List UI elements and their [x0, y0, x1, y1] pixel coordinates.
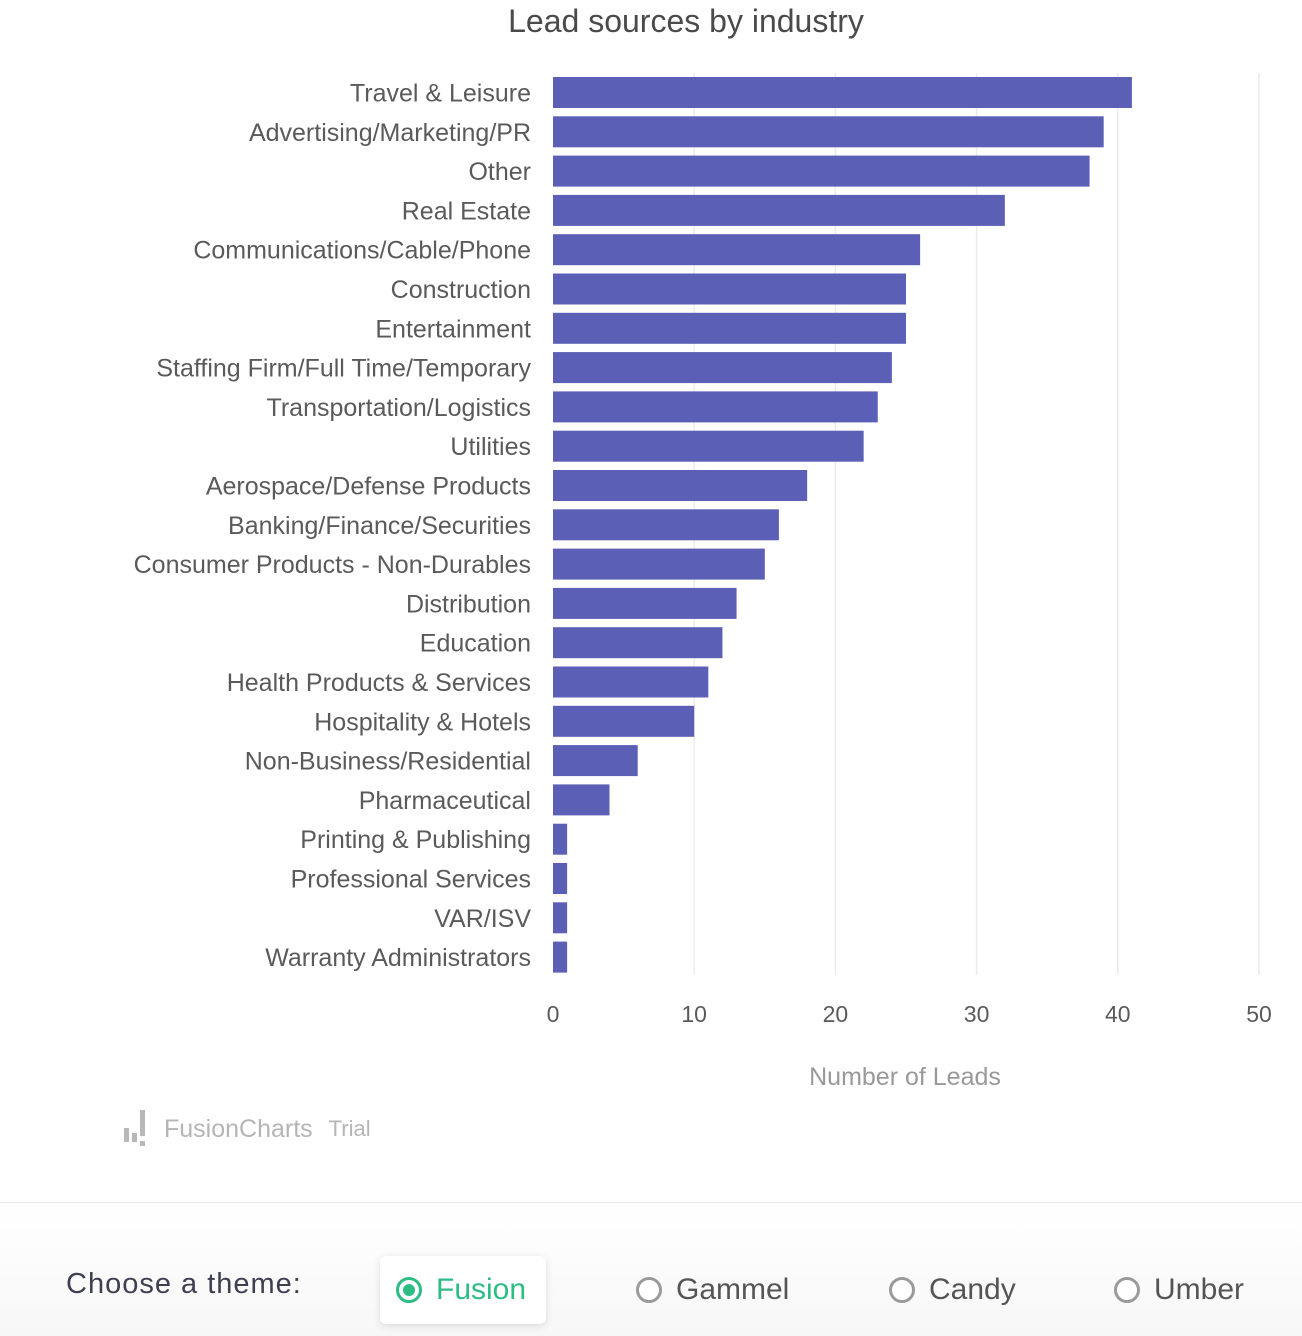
bar-chart: Lead sources by industry Travel & Leisur… [134, 3, 1272, 1091]
section-divider [0, 1202, 1302, 1203]
x-tick-label: 30 [964, 1001, 990, 1027]
fusioncharts-logo-icon [122, 1110, 152, 1146]
category-label: Transportation/Logistics [267, 394, 531, 422]
category-label: Staffing Firm/Full Time/Temporary [156, 355, 531, 383]
bar[interactable] [553, 784, 610, 816]
bar[interactable] [553, 627, 723, 659]
bar[interactable] [553, 155, 1090, 187]
category-label: Non-Business/Residential [245, 748, 531, 776]
bar[interactable] [553, 77, 1132, 108]
category-label: Pharmaceutical [359, 787, 531, 815]
category-label: Consumer Products - Non-Durables [134, 551, 531, 579]
category-label: Other [468, 158, 531, 186]
x-tick-label: 0 [547, 1001, 560, 1027]
category-label: Health Products & Services [227, 669, 531, 697]
bar[interactable] [553, 352, 892, 384]
chart-container: Lead sources by industry Travel & Leisur… [134, 3, 1272, 1091]
bar[interactable] [553, 902, 568, 934]
category-label: Education [420, 630, 531, 658]
theme-picker-label: Choose a theme: [66, 1268, 302, 1300]
x-tick-label: 20 [823, 1001, 849, 1027]
category-label: Printing & Publishing [300, 826, 531, 854]
radio-unselected-icon[interactable] [889, 1277, 915, 1303]
bar[interactable] [553, 194, 1005, 226]
category-label: Entertainment [375, 315, 531, 343]
bar[interactable] [553, 470, 808, 501]
bar[interactable] [553, 863, 568, 894]
category-label: Hospitality & Hotels [314, 708, 531, 736]
bar[interactable] [553, 587, 737, 619]
bar[interactable] [553, 705, 695, 737]
category-labels: Travel & Leisure Advertising/Marketing/PR… [134, 80, 532, 973]
bars [553, 77, 1132, 973]
category-label: Utilities [450, 433, 531, 461]
category-label: Distribution [406, 590, 531, 618]
bar[interactable] [553, 116, 1104, 148]
chart-title: Lead sources by industry [508, 3, 864, 39]
radio-unselected-icon[interactable] [1114, 1277, 1140, 1303]
x-axis-ticks: 0 10 20 30 40 50 [547, 1001, 1272, 1027]
bar[interactable] [553, 745, 638, 777]
category-label: Real Estate [402, 197, 531, 225]
x-axis-title: Number of Leads [809, 1063, 1001, 1091]
watermark-trial: Trial [328, 1116, 371, 1141]
theme-option-label: Candy [929, 1273, 1016, 1306]
bar[interactable] [553, 391, 878, 423]
bar[interactable] [553, 509, 779, 541]
category-label: Construction [391, 276, 531, 304]
category-label: Warranty Administrators [265, 944, 531, 972]
category-label: Professional Services [291, 866, 531, 894]
category-label: Communications/Cable/Phone [193, 237, 531, 265]
bar[interactable] [553, 312, 906, 344]
theme-option-gammel[interactable]: Gammel [636, 1256, 789, 1324]
bar[interactable] [553, 430, 864, 462]
theme-option-candy[interactable]: Candy [889, 1256, 1016, 1324]
bar[interactable] [553, 941, 568, 973]
x-tick-label: 40 [1105, 1001, 1131, 1027]
bar[interactable] [553, 548, 765, 580]
category-label: VAR/ISV [434, 905, 531, 933]
theme-option-umber[interactable]: Umber [1114, 1256, 1244, 1324]
watermark-brand: FusionCharts [164, 1114, 313, 1143]
x-tick-label: 50 [1246, 1001, 1272, 1027]
bar[interactable] [553, 234, 921, 266]
theme-option-label: Fusion [436, 1273, 527, 1306]
x-tick-label: 10 [681, 1001, 707, 1027]
bar[interactable] [553, 666, 709, 698]
category-label: Travel & Leisure [350, 80, 531, 108]
theme-bar [0, 1203, 1302, 1336]
theme-option-label: Gammel [676, 1273, 790, 1306]
category-label: Aerospace/Defense Products [206, 473, 531, 501]
radio-selected-icon[interactable] [396, 1277, 422, 1303]
category-label: Banking/Finance/Securities [228, 512, 531, 540]
radio-unselected-icon[interactable] [636, 1277, 662, 1303]
category-label: Advertising/Marketing/PR [249, 119, 531, 147]
bar[interactable] [553, 823, 568, 855]
theme-option-label: Umber [1154, 1273, 1245, 1306]
bar[interactable] [553, 273, 906, 305]
theme-option-fusion[interactable]: Fusion [380, 1256, 547, 1324]
fusioncharts-watermark: FusionCharts Trial [122, 1110, 371, 1146]
